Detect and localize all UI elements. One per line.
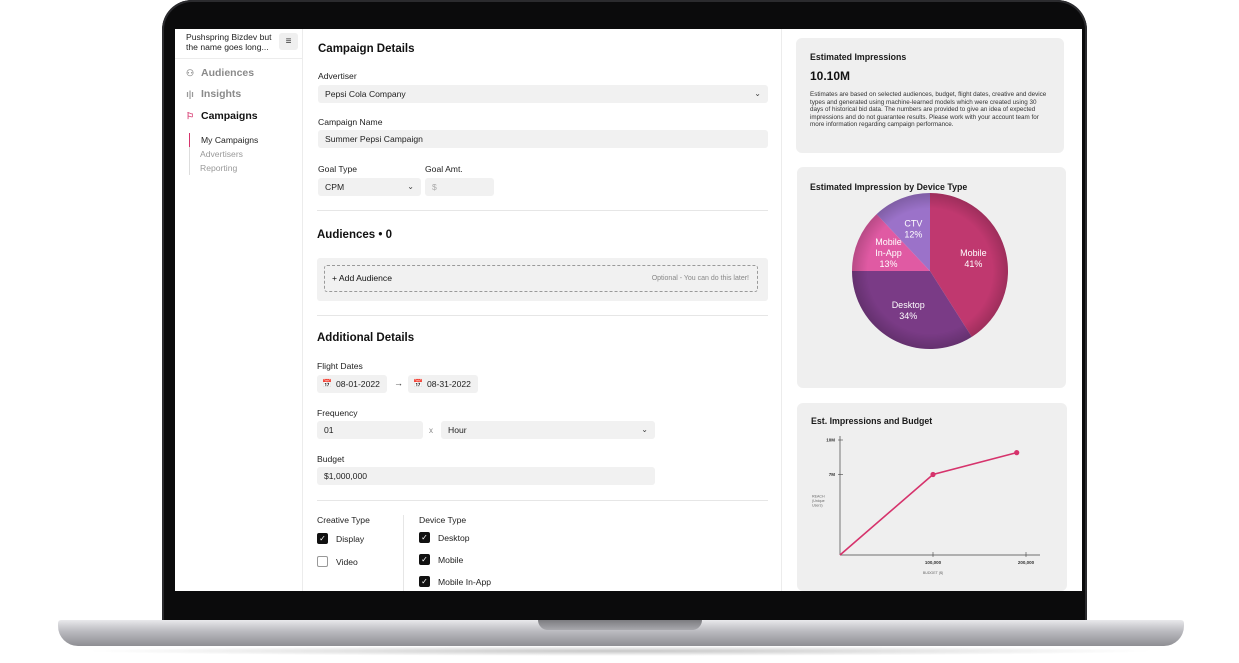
checkbox-label: Video xyxy=(336,556,358,567)
hamburger-icon[interactable]: ≡ xyxy=(279,33,298,50)
campaigns-subnav: My Campaigns xyxy=(189,133,258,147)
frequency-label: Frequency xyxy=(317,408,358,418)
additional-details-heading: Additional Details xyxy=(317,332,415,344)
campaign-name-input[interactable]: Summer Pepsi Campaign xyxy=(318,130,768,148)
device-mobile-in-app-checkbox[interactable]: ✓ Mobile In-App xyxy=(419,576,491,587)
frequency-unit-select[interactable]: Hour ⌄ xyxy=(441,421,655,439)
checkbox-label: Display xyxy=(336,533,365,544)
sidebar: Pushspring Bizdev but the name goes long… xyxy=(175,29,303,591)
panel-divider xyxy=(781,29,782,591)
add-audience-label: + Add Audience xyxy=(332,273,392,283)
estimated-impressions-value: 10.10M xyxy=(810,69,851,83)
chevron-down-icon: ⌄ xyxy=(754,89,761,98)
pie-shade xyxy=(852,193,1008,349)
bar-chart-icon: ı|ı xyxy=(186,89,194,99)
chevron-down-icon: ⌄ xyxy=(407,182,414,191)
goal-type-label: Goal Type xyxy=(318,164,358,174)
budget-line-chart: 7M 10M 100,000 200,000 BUDGET ($) REACH (Uniqu… xyxy=(812,436,1040,575)
campaign-form: Campaign Details Advertiser Pepsi Cola C… xyxy=(303,29,781,591)
device-type-label: Device Type xyxy=(419,515,467,525)
frequency-input[interactable]: 01 xyxy=(317,421,423,439)
device-type-card: Estimated Impression by Device Type Mobi… xyxy=(797,167,1066,388)
add-audience-button[interactable]: + Add Audience Optional - You can do thi… xyxy=(324,265,758,292)
subnav-advertisers[interactable]: Advertisers xyxy=(200,149,243,159)
checkbox-label: Mobile In-App xyxy=(438,576,492,587)
column-divider xyxy=(403,515,404,591)
frequency-times: x xyxy=(429,426,433,435)
sidebar-item-audiences[interactable]: ⚇ Audiences xyxy=(185,66,254,80)
users-icon: ⚇ xyxy=(185,67,195,78)
creative-type-label: Creative Type xyxy=(317,515,370,525)
budget-chart-card: Est. Impressions and Budget 7M 10M 100,000… xyxy=(797,403,1067,591)
checkbox-label: Mobile xyxy=(438,554,464,565)
y-tick-label: 7M xyxy=(829,472,836,477)
section-divider xyxy=(317,315,768,316)
flag-icon: ⚐ xyxy=(185,110,195,121)
calendar-icon: 📅 xyxy=(413,379,423,388)
start-date-value: 08-01-2022 xyxy=(335,379,380,389)
section-divider xyxy=(317,500,768,501)
sidebar-item-label: Audiences xyxy=(201,67,255,79)
laptop-shadow xyxy=(80,646,1160,656)
goal-amt-input[interactable]: $ xyxy=(425,178,494,196)
device-chart-title: Estimated Impression by Device Type xyxy=(810,182,968,192)
device-mobile-checkbox[interactable]: ✓ Mobile xyxy=(419,554,463,565)
app-screen: Pushspring Bizdev but the name goes long… xyxy=(175,29,1082,591)
reach-series-line xyxy=(839,451,1017,556)
optional-hint: Optional - You can do this later! xyxy=(651,275,749,282)
org-name[interactable]: Pushspring Bizdev but the name goes long… xyxy=(186,32,272,52)
reach-series-point xyxy=(1014,450,1020,456)
campaign-name-label: Campaign Name xyxy=(318,117,383,127)
subnav-my-campaigns[interactable]: My Campaigns xyxy=(201,135,259,145)
sidebar-item-label: Campaigns xyxy=(201,110,258,122)
checkbox-checked-icon: ✓ xyxy=(317,533,328,544)
y-axis-label: REACH (Unique Users) xyxy=(812,495,825,508)
y-tick-label: 10M xyxy=(826,438,835,443)
x-tick-label: 100,000 xyxy=(925,560,942,565)
advertiser-label: Advertiser xyxy=(318,71,357,81)
checkbox-checked-icon: ✓ xyxy=(419,554,430,565)
estimated-impressions-description: Estimates are based on selected audience… xyxy=(810,91,1047,129)
flight-dates-label: Flight Dates xyxy=(317,361,363,371)
arrow-right-icon: → xyxy=(394,378,403,388)
calendar-icon: 📅 xyxy=(322,379,332,388)
device-desktop-checkbox[interactable]: ✓ Desktop xyxy=(419,532,470,543)
subnav-rail xyxy=(189,147,190,175)
section-divider xyxy=(317,210,768,211)
sidebar-item-insights[interactable]: ı|ı Insights xyxy=(185,87,241,101)
frequency-unit-value: Hour xyxy=(448,425,467,435)
start-date-picker[interactable]: 📅 08-01-2022 xyxy=(317,375,387,393)
estimated-impressions-card: Estimated Impressions 10.10M Estimates a… xyxy=(796,38,1064,153)
chevron-down-icon: ⌄ xyxy=(641,425,648,434)
checkbox-unchecked-icon xyxy=(317,556,328,567)
budget-chart-title: Est. Impressions and Budget xyxy=(811,416,933,426)
goal-type-select[interactable]: CPM ⌄ xyxy=(318,178,421,196)
estimated-impressions-title: Estimated Impressions xyxy=(810,52,907,62)
audiences-panel: + Add Audience Optional - You can do thi… xyxy=(317,258,768,301)
creative-video-checkbox[interactable]: Video xyxy=(317,556,358,567)
audiences-heading: Audiences • 0 xyxy=(317,229,392,241)
x-tick-label: 200,000 xyxy=(1018,560,1035,565)
end-date-picker[interactable]: 📅 08-31-2022 xyxy=(408,375,478,393)
advertiser-select[interactable]: Pepsi Cola Company ⌄ xyxy=(318,85,768,103)
reach-series-point xyxy=(930,471,936,478)
checkbox-checked-icon: ✓ xyxy=(419,576,430,587)
advertiser-value: Pepsi Cola Company xyxy=(325,89,406,99)
goal-type-value: CPM xyxy=(325,182,345,192)
sidebar-item-campaigns[interactable]: ⚐ Campaigns xyxy=(185,109,258,123)
sidebar-divider xyxy=(175,58,303,59)
x-axis-label: BUDGET ($) xyxy=(923,571,943,575)
checkbox-checked-icon: ✓ xyxy=(419,532,430,543)
campaign-details-heading: Campaign Details xyxy=(318,43,415,55)
budget-input[interactable]: $1,000,000 xyxy=(317,467,655,485)
budget-label: Budget xyxy=(317,454,345,464)
end-date-value: 08-31-2022 xyxy=(426,379,471,389)
laptop-notch xyxy=(538,620,702,630)
subnav-reporting[interactable]: Reporting xyxy=(200,163,238,173)
goal-amt-label: Goal Amt. xyxy=(425,164,463,174)
checkbox-label: Desktop xyxy=(438,532,470,543)
sidebar-item-label: Insights xyxy=(201,88,242,100)
creative-display-checkbox[interactable]: ✓ Display xyxy=(317,533,364,544)
